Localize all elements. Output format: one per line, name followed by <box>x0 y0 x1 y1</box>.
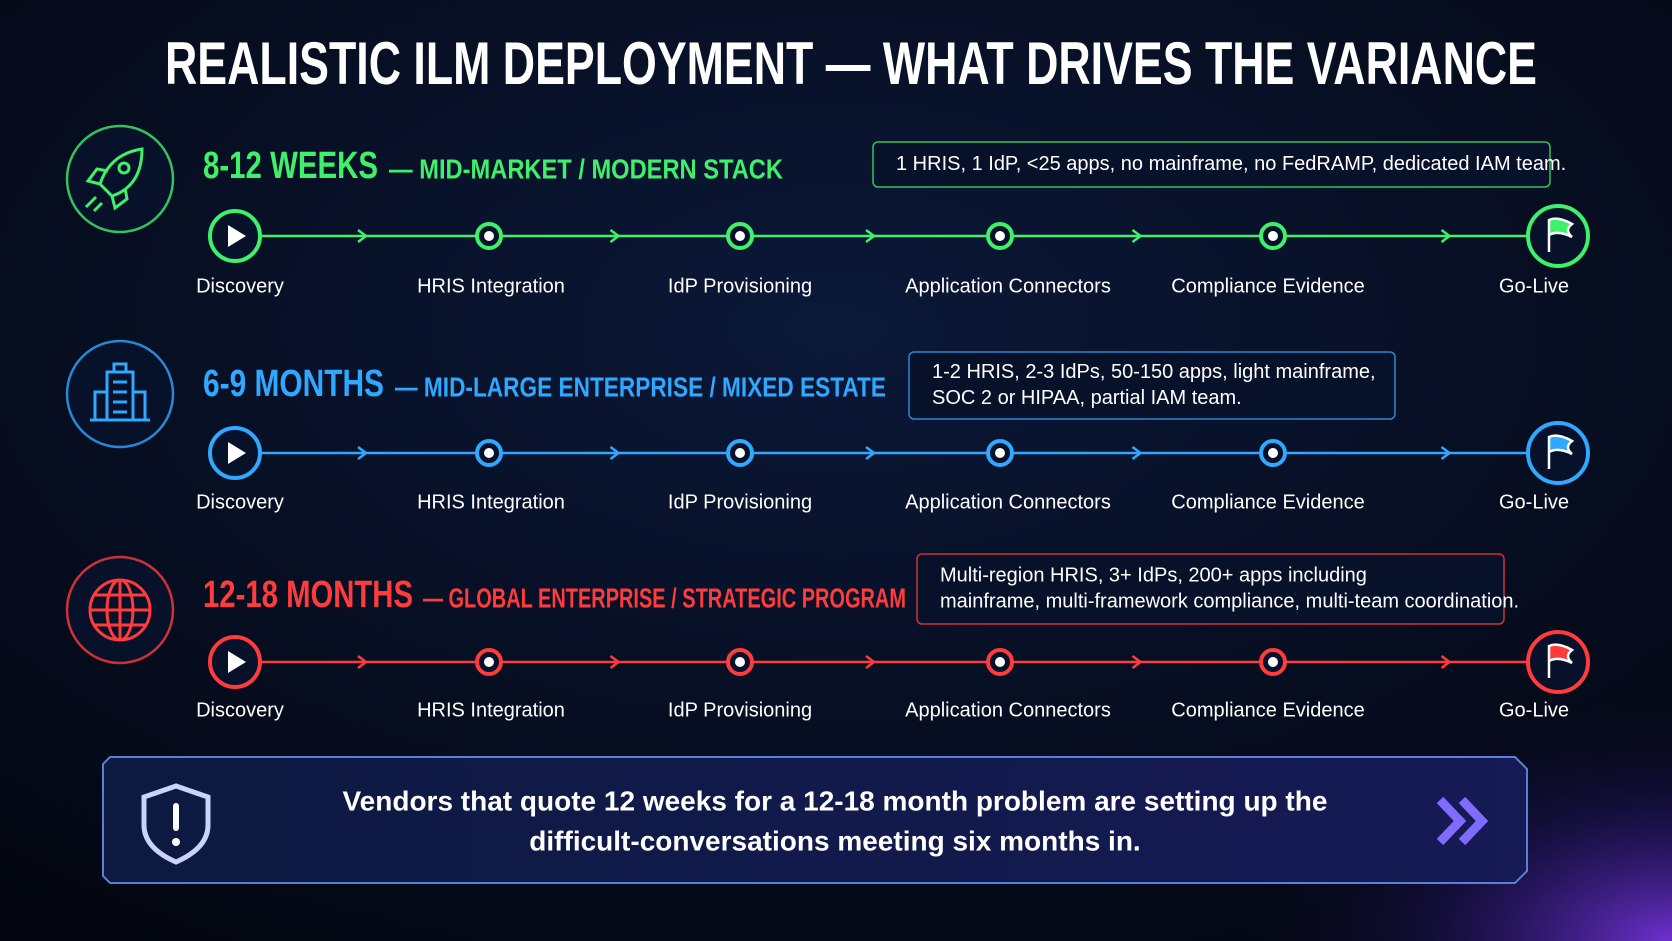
stage-label: HRIS Integration <box>417 699 565 721</box>
callout-line: Vendors that quote 12 weeks for a 12-18 … <box>343 785 1328 816</box>
stage-label: IdP Provisioning <box>668 491 812 513</box>
building-icon <box>90 362 150 422</box>
stage-dot <box>735 231 745 241</box>
arrow <box>1131 229 1143 243</box>
note-box <box>908 351 1396 420</box>
track-icon-ring <box>65 339 175 449</box>
stage-dot <box>1268 448 1278 458</box>
chevrons <box>1436 796 1489 846</box>
globe-lines <box>90 580 150 640</box>
end-node <box>1526 630 1590 694</box>
stage-dot <box>484 657 494 667</box>
arrow <box>357 446 369 460</box>
arrow <box>609 229 621 243</box>
note-box <box>872 141 1551 188</box>
stage-label: Go-Live <box>1499 699 1569 721</box>
arrow <box>1131 446 1143 460</box>
track-icon-ring <box>65 124 175 234</box>
end-node <box>1526 421 1590 485</box>
note-text: mainframe, multi-framework compliance, m… <box>940 590 1519 612</box>
note-text: SOC 2 or HIPAA, partial IAM team. <box>932 387 1242 409</box>
play-icon <box>228 651 246 673</box>
arrow <box>357 655 369 669</box>
stage-dot <box>484 231 494 241</box>
track-duration: 8-12 WEEKS <box>203 145 378 187</box>
track-label: — MID-LARGE ENTERPRISE / MIXED ESTATE <box>395 371 886 402</box>
callout-box <box>102 756 1528 884</box>
flag-icon <box>1547 643 1575 678</box>
arrow <box>1440 229 1452 243</box>
play-icon <box>228 225 246 247</box>
stage-label: HRIS Integration <box>417 491 565 513</box>
stage-label: Application Connectors <box>905 491 1111 513</box>
stage-dot <box>735 448 745 458</box>
stage-label: Discovery <box>196 275 284 297</box>
note-text: 1-2 HRIS, 2-3 IdPs, 50-150 apps, light m… <box>932 361 1376 383</box>
stage-label: Application Connectors <box>905 699 1111 721</box>
flag-icon <box>1547 217 1575 252</box>
stage-label: Go-Live <box>1499 275 1569 297</box>
rocket-window <box>117 161 131 175</box>
arrow <box>357 229 369 243</box>
arrow <box>865 446 877 460</box>
stage-dot <box>995 231 1005 241</box>
arrow <box>1440 655 1452 669</box>
stage-label: Compliance Evidence <box>1171 699 1364 721</box>
stage-label: Go-Live <box>1499 491 1569 513</box>
callout-line: difficult-conversations meeting six mont… <box>529 825 1140 856</box>
track-duration: 6-9 MONTHS <box>203 363 384 405</box>
arrow <box>865 229 877 243</box>
shield-mark <box>173 803 179 831</box>
stage-label: HRIS Integration <box>417 275 565 297</box>
stage-label: IdP Provisioning <box>668 699 812 721</box>
track-label: — GLOBAL ENTERPRISE / STRATEGIC PROGRAM <box>423 582 906 613</box>
shield-dot <box>172 838 180 846</box>
note-text: Multi-region HRIS, 3+ IdPs, 200+ apps in… <box>940 564 1367 586</box>
track-duration: 12-18 MONTHS <box>203 574 413 616</box>
stage-dot <box>735 657 745 667</box>
stage-dot <box>995 657 1005 667</box>
flag-icon <box>1547 434 1575 469</box>
stage-label: IdP Provisioning <box>668 275 812 297</box>
arrow <box>865 655 877 669</box>
stage-label: Discovery <box>196 491 284 513</box>
play-icon <box>228 442 246 464</box>
track-label: — MID-MARKET / MODERN STACK <box>389 153 783 184</box>
note-text: 1 HRIS, 1 IdP, <25 apps, no mainframe, n… <box>896 153 1566 175</box>
arrow <box>609 446 621 460</box>
stage-label: Compliance Evidence <box>1171 275 1364 297</box>
note-box <box>916 553 1505 625</box>
arrow <box>1440 446 1452 460</box>
stage-label: Application Connectors <box>905 275 1111 297</box>
stage-dot <box>1268 231 1278 241</box>
stage-dot <box>995 448 1005 458</box>
stage-dot <box>484 448 494 458</box>
shield-icon <box>141 783 211 865</box>
rocket-icon <box>84 147 144 213</box>
arrow <box>609 655 621 669</box>
stage-label: Compliance Evidence <box>1171 491 1364 513</box>
end-node <box>1526 204 1590 268</box>
stage-dot <box>1268 657 1278 667</box>
stage-label: Discovery <box>196 699 284 721</box>
arrow <box>1131 655 1143 669</box>
title: REALISTIC ILM DEPLOYMENT — WHAT DRIVES T… <box>165 30 1537 97</box>
